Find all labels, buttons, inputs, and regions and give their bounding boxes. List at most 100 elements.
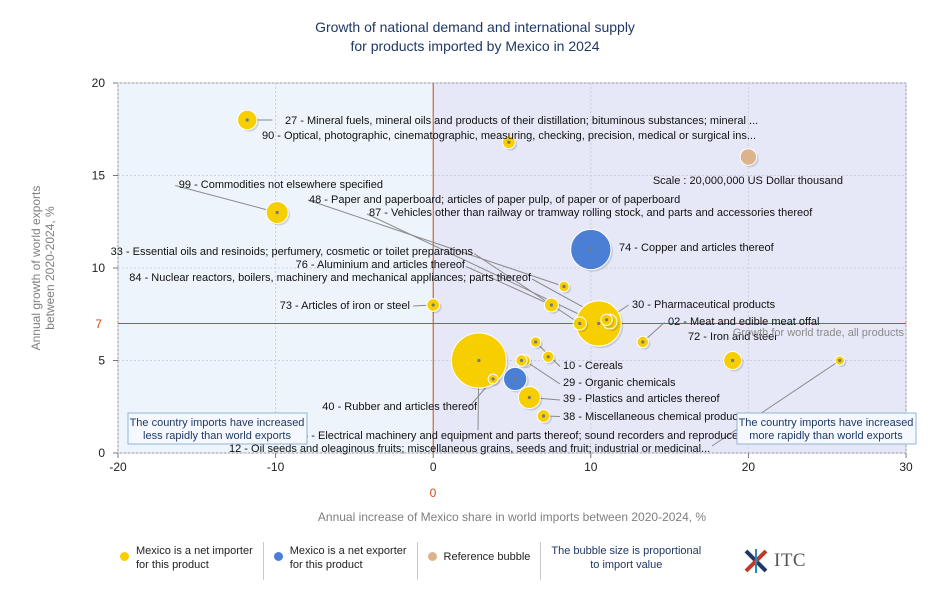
bubble-center [562, 284, 566, 289]
quadrant-note-right-line2: more rapidly than world exports [749, 430, 903, 442]
y-tick-label: 20 [92, 76, 106, 90]
bubble-center [641, 340, 645, 344]
bubble-label: 30 - Pharmaceutical products [632, 299, 776, 311]
bubble-center [507, 140, 511, 144]
legend-item-note: The bubble size is proportional to import… [541, 542, 711, 580]
bubble-center [431, 303, 435, 307]
bubble-center [245, 118, 249, 122]
leader-line [366, 213, 599, 324]
bubble-center [534, 340, 538, 344]
bubble-label: 74 - Copper and articles thereof [619, 242, 775, 254]
bubble-center [519, 358, 524, 363]
legend-note-line1: The bubble size is proportional [551, 545, 702, 557]
y-axis-title-line2: between 2020-2024, % [43, 206, 57, 330]
leader-line [711, 360, 841, 447]
quadrant-note-left: The country imports have increased less … [127, 412, 308, 445]
exporter-dot-icon [273, 552, 283, 561]
bubble-label: 48 - Paper and paperboard; articles of p… [309, 194, 680, 206]
bubble-center [589, 247, 593, 252]
bubble-label: 38 - Miscellaneous chemical products [563, 411, 747, 423]
leader-line [465, 266, 552, 306]
itc-logo-text: ITC [774, 550, 807, 571]
y-tick-label: 15 [92, 169, 106, 183]
x-tick-label: 20 [742, 460, 756, 474]
x-tick-label: 10 [584, 460, 598, 474]
leader-line [524, 360, 561, 385]
y-tick-label: 5 [98, 354, 105, 368]
bubble-center [275, 210, 279, 215]
reference-bubble [739, 148, 758, 166]
leader-line [175, 185, 278, 213]
bubble-label: 02 - Meat and edible meat offal [668, 316, 819, 328]
chart-title-line1: Growth of national demand and internatio… [315, 19, 635, 35]
legend-importer-line2: for this product [136, 559, 209, 571]
bubble-label: 12 - Oil seeds and oleaginous fruits; mi… [229, 443, 710, 455]
bubble-center [838, 358, 842, 363]
bubble-center [527, 395, 531, 400]
bubble-label: 10 - Cereals [563, 360, 623, 372]
bubble-center [477, 358, 481, 363]
bubble-label: 87 - Vehicles other than railway or tram… [369, 207, 813, 219]
importer-dot-icon [120, 552, 129, 561]
bubble-label: 40 - Rubber and articles thereof [322, 401, 478, 413]
legend-note-line2: to import value [590, 559, 663, 571]
legend-item-importer: Mexico is a net importer for this product [110, 542, 264, 580]
leader-line [307, 199, 565, 287]
bubble-center [491, 377, 495, 381]
x-tick-label: 30 [899, 460, 913, 474]
bubble-label: 76 - Aluminium and articles thereof [296, 259, 466, 271]
itc-logo: ITC [743, 546, 823, 576]
x-axis-title: Annual increase of Mexico share in world… [318, 510, 707, 524]
bubble-label: 27 - Mineral fuels, mineral oils and pro… [285, 115, 758, 127]
legend-item-reference: Reference bubble [418, 542, 542, 580]
bubble-label: 29 - Organic chemicals [563, 377, 676, 389]
bubble-label: 72 - Iron and steel [688, 331, 777, 343]
zero-marker: 0 [430, 486, 437, 500]
chart-title-line2: for products imported by Mexico in 2024 [350, 38, 599, 54]
quadrant-note-right-line1: The country imports have increased [739, 417, 914, 429]
axis-ticks: -20 -10 0 10 20 30 0 5 10 15 20 [92, 76, 913, 474]
bubble-center [604, 318, 609, 322]
y-tick-label: 0 [98, 446, 105, 460]
x-tick-label: 0 [430, 460, 437, 474]
quadrant-note-left-line2: less rapidly than world exports [143, 430, 291, 442]
bubble-label: 39 - Plastics and articles thereof [563, 393, 720, 405]
legend: Mexico is a net importer for this product… [110, 542, 830, 584]
legend-item-exporter: Mexico is a net exporter for this product [264, 542, 418, 580]
legend-importer-line1: Mexico is a net importer [136, 545, 253, 557]
bubble-center [546, 355, 550, 359]
bubble-center [731, 358, 735, 363]
bubble-label: 84 - Nuclear reactors, boilers, machiner… [129, 272, 532, 284]
bubble-label: 73 - Articles of iron or steel [280, 300, 410, 312]
bubble-center [597, 321, 601, 326]
world-growth-label: Growth for world trade, all products [733, 327, 905, 339]
bubble-label: 99 - Commodities not elsewhere specified [179, 179, 383, 191]
bubble-label: 90 - Optical, photographic, cinematograp… [262, 130, 756, 142]
x-tick-label: -20 [109, 460, 127, 474]
legend-reference-label: Reference bubble [443, 551, 531, 563]
y-tick-label: 10 [92, 261, 106, 275]
bubble-center [541, 414, 546, 418]
bubble-label: 33 - Essential oils and resinoids; perfu… [111, 246, 474, 258]
y-axis-title-line1: Annual growth of world exports [29, 186, 43, 351]
bubble-labels: 27 - Mineral fuels, mineral oils and pro… [111, 115, 820, 455]
bubble-center [513, 377, 517, 381]
world-growth-value: 7 [95, 317, 102, 331]
legend-exporter-line1: Mexico is a net exporter [289, 545, 407, 557]
y-axis-title: Annual growth of world exports between 2… [29, 186, 57, 351]
bubble-center [578, 321, 582, 326]
reference-dot-icon [427, 552, 437, 561]
bubble-label: 85 - Electrical machinery and equipment … [296, 430, 796, 442]
x-tick-label: -10 [267, 460, 285, 474]
quadrant-note-right: The country imports have increased more … [736, 412, 917, 445]
reference-lines [118, 83, 906, 453]
bubbles [237, 109, 847, 425]
itc-logo-icon [744, 549, 768, 573]
label-leader-lines [175, 119, 841, 447]
quadrant-note-left-line1: The country imports have increased [130, 417, 305, 429]
legend-exporter-line2: for this product [289, 559, 363, 571]
bubble-center [549, 303, 554, 307]
leader-line [473, 253, 581, 324]
scale-label: Scale : 20,000,000 US Dollar thousand [653, 175, 843, 187]
